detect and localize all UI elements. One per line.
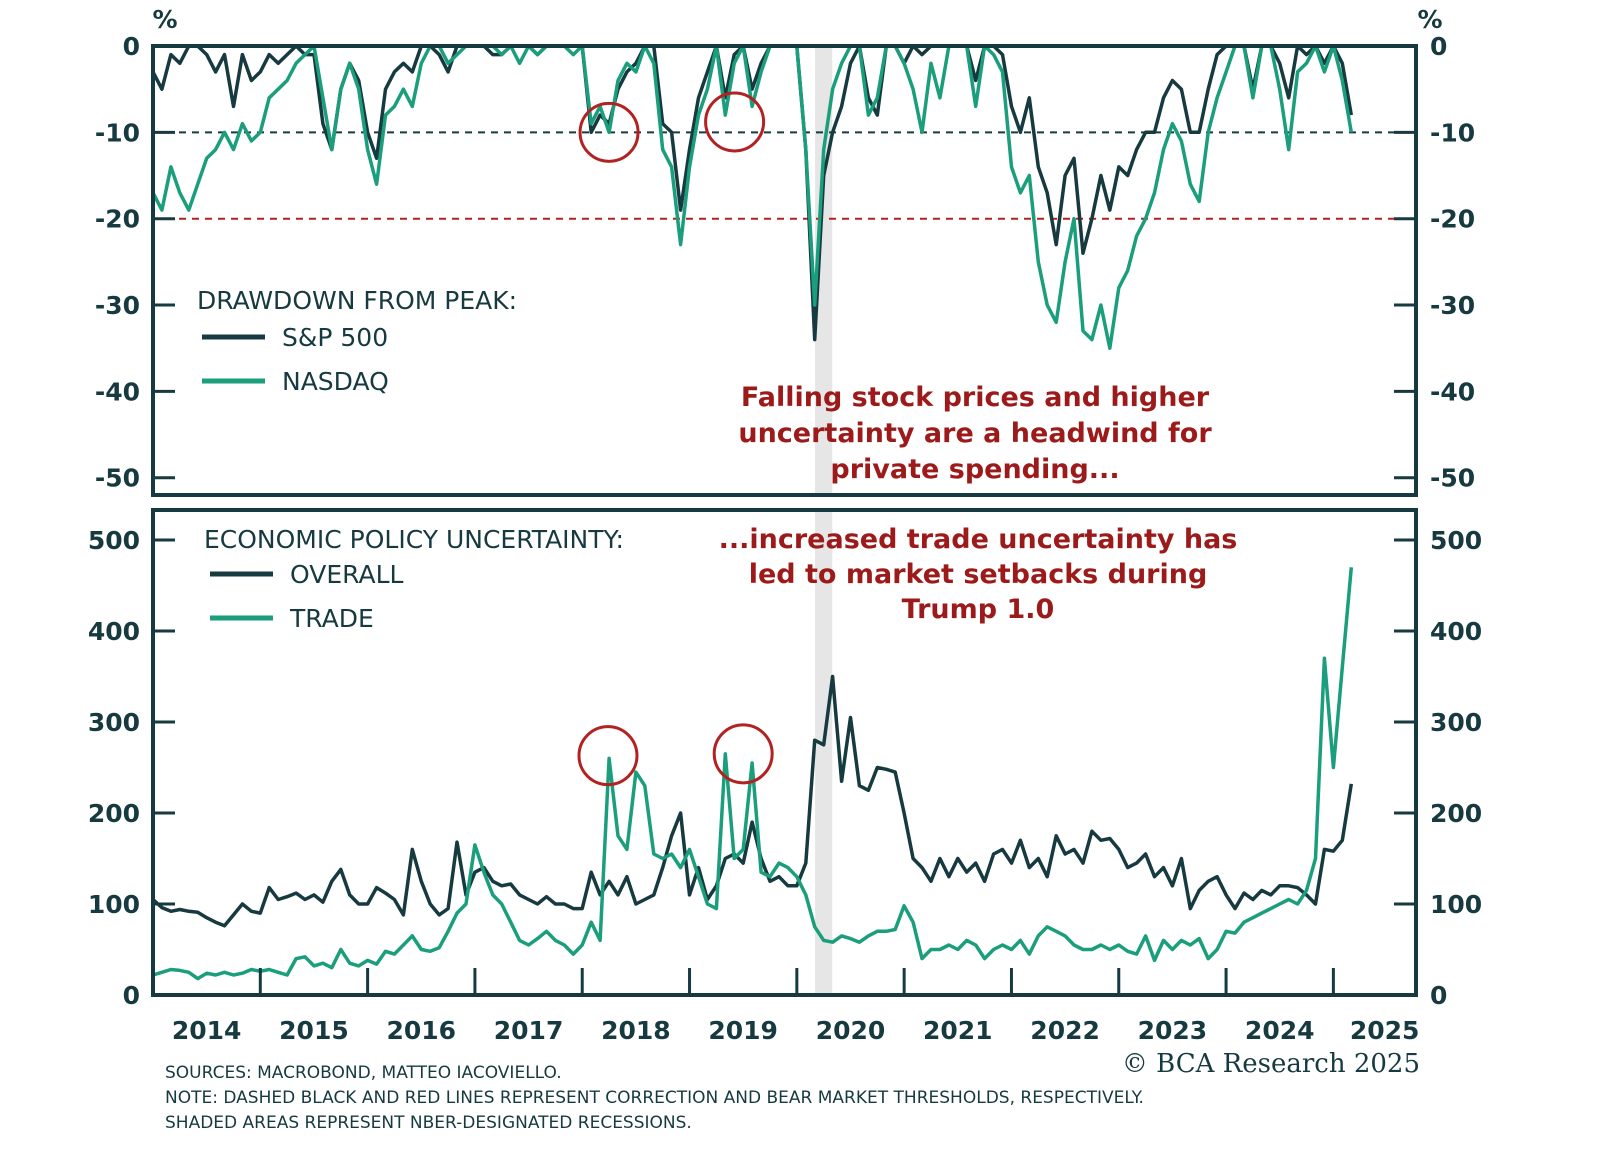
x-tick-label: 2014 [172, 1016, 242, 1045]
bottom-legend: ECONOMIC POLICY UNCERTAINTY: OVERALL TRA… [204, 525, 624, 633]
legend-label-trade: TRADE [289, 604, 374, 633]
y-tick-label-left: 200 [88, 799, 140, 828]
annotation-line: Trump 1.0 [902, 594, 1055, 625]
y-tick-label-left: 0 [123, 981, 140, 1010]
highlight-circle [712, 723, 774, 785]
top-annotation: Falling stock prices and higher uncertai… [738, 382, 1212, 485]
x-tick-label: 2016 [386, 1016, 456, 1045]
annotation-line: led to market setbacks during [749, 559, 1208, 590]
highlight-circle [577, 725, 639, 787]
y-tick-label-left: 300 [88, 708, 140, 737]
x-tick-label: 2023 [1138, 1016, 1208, 1045]
panel-frame [151, 44, 1418, 497]
bca-copyright-logo: © BCA Research 2025 [1122, 1049, 1420, 1079]
y-tick-label-left: -10 [95, 118, 140, 147]
y-tick-label-right: 300 [1430, 708, 1482, 737]
top-left-unit-label: % [152, 5, 177, 34]
y-tick-label-left: -40 [95, 377, 140, 406]
y-tick-label-left: 100 [88, 890, 140, 919]
y-tick-label-right: 0 [1430, 981, 1447, 1010]
annotation-line: Falling stock prices and higher [741, 382, 1210, 413]
x-tick-label: 2018 [601, 1016, 671, 1045]
annotation-line: ...increased trade uncertainty has [719, 524, 1238, 555]
y-tick-label-right: -50 [1430, 464, 1475, 493]
y-tick-label-left: -30 [95, 291, 140, 320]
x-tick-label: 2020 [816, 1016, 886, 1045]
sources-text: SOURCES: MACROBOND, MATTEO IACOVIELLO. [165, 1063, 562, 1083]
x-axis: 2014 2015 2016 2017 2018 2019 2020 2021 2022 2023… [172, 968, 1420, 1045]
y-tick-label-left: -50 [95, 464, 140, 493]
x-tick-label: 2025 [1350, 1016, 1420, 1045]
uncertainty-panel: 0 0 100 100 200 200 300 300 400 400 500 500 [88, 508, 1482, 1010]
recession-shade [815, 510, 833, 995]
x-tick-label: 2017 [494, 1016, 564, 1045]
y-tick-label-right: -40 [1430, 377, 1475, 406]
annotation-line: private spending... [830, 454, 1119, 485]
legend-label-nasdaq: NASDAQ [282, 367, 389, 396]
note-text: NOTE: DASHED BLACK AND RED LINES REPRESE… [165, 1088, 1144, 1108]
series-line-trade [152, 567, 1354, 981]
x-tick-label: 2021 [923, 1016, 993, 1045]
bottom-legend-title: ECONOMIC POLICY UNCERTAINTY: [204, 525, 624, 554]
y-tick-label-right: -30 [1430, 291, 1475, 320]
y-tick-label-right: -20 [1430, 205, 1475, 234]
y-tick-label-right: 200 [1430, 799, 1482, 828]
top-legend-title: DRAWDOWN FROM PEAK: [197, 286, 517, 315]
drawdown-panel: 0 0 -10 -10 -20 -20 -30 -30 -40 -40 -50 -50 [95, 32, 1475, 497]
y-tick-label-right: 100 [1430, 890, 1482, 919]
top-legend: DRAWDOWN FROM PEAK: S&P 500 NASDAQ [197, 286, 517, 396]
y-tick-label-right: -10 [1430, 118, 1475, 147]
x-tick-label: 2015 [279, 1016, 349, 1045]
y-tick-label-right: 500 [1430, 526, 1482, 555]
legend-label-overall: OVERALL [290, 560, 404, 589]
series-line-overall [151, 674, 1354, 928]
top-right-unit-label: % [1417, 5, 1442, 34]
bottom-annotation: ...increased trade uncertainty has led t… [719, 524, 1238, 625]
footer: SOURCES: MACROBOND, MATTEO IACOVIELLO. N… [165, 1049, 1420, 1133]
highlight-circle [704, 91, 766, 153]
y-tick-label-left: 500 [88, 526, 140, 555]
y-tick-label-left: 0 [123, 32, 140, 61]
x-tick-label: 2024 [1245, 1016, 1315, 1045]
x-tick-label: 2019 [708, 1016, 778, 1045]
y-tick-label-left: -20 [95, 205, 140, 234]
y-tick-label-right: 0 [1430, 32, 1447, 61]
legend-label-sp500: S&P 500 [282, 323, 388, 352]
highlight-circle [578, 101, 640, 163]
panel-frame [151, 508, 1418, 997]
annotation-line: uncertainty are a headwind for [738, 418, 1212, 449]
shading-note-text: SHADED AREAS REPRESENT NBER-DESIGNATED R… [165, 1113, 692, 1133]
y-tick-label-right: 400 [1430, 617, 1482, 646]
x-tick-label: 2022 [1030, 1016, 1100, 1045]
series-line-nasdaq [151, 44, 1354, 350]
y-tick-label-left: 400 [88, 617, 140, 646]
